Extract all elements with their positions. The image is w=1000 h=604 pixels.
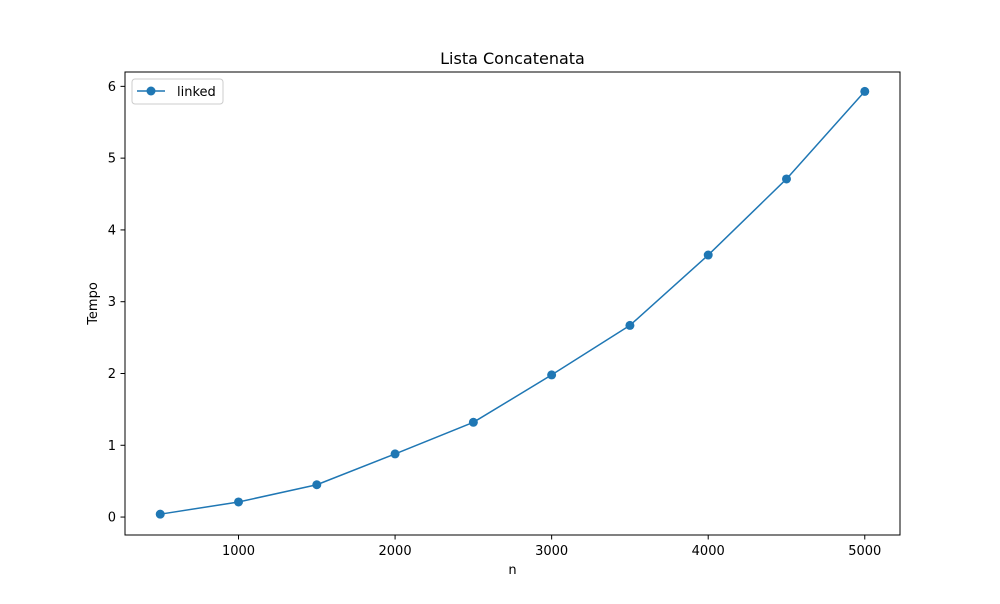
y-tick-label: 4 [108,223,116,238]
y-tick-label: 2 [108,367,116,382]
y-axis-label: Tempo [86,282,101,326]
plot-area [125,72,900,535]
plot-frame [124,71,901,536]
data-point [781,174,791,184]
x-tick-label: 4000 [692,544,725,559]
data-point [234,497,244,507]
y-tick-label: 5 [108,152,116,167]
y-tick-label: 1 [108,439,116,454]
data-point [155,509,165,519]
legend-box [131,78,224,105]
y-tick-label: 6 [108,80,116,95]
data-point [390,449,400,459]
axis-layer: 1000 2000 3000 4000 5000 0 1 2 3 4 5 6 [108,80,882,559]
data-point [468,417,478,427]
legend: linked [131,78,224,105]
x-tick-label: 5000 [848,544,881,559]
data-point [860,86,870,96]
x-tick-label: 3000 [535,544,568,559]
legend-marker-sample [146,86,156,96]
y-tick-label: 0 [108,511,116,526]
series-line-linked [160,90,866,515]
chart-title: Lista Concatenata [440,49,585,68]
data-layer [155,86,870,519]
data-point [703,250,713,260]
x-axis-label: n [508,563,516,578]
data-point [625,320,635,330]
legend-label-linked: linked [177,85,216,100]
x-tick-label: 2000 [379,544,412,559]
x-tick-label: 1000 [222,544,255,559]
y-tick-label: 3 [108,295,116,310]
data-point [547,370,557,380]
data-point [312,480,322,490]
